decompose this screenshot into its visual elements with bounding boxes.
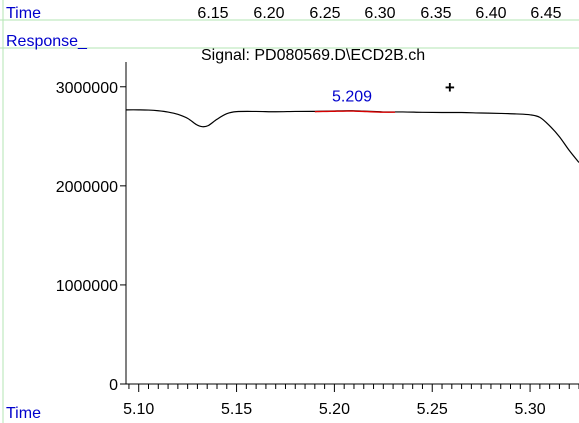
x-tick-label: 5.30 xyxy=(515,401,546,418)
peak-retention-time-label: 5.209 xyxy=(332,89,372,106)
top-time-axis-label: Time xyxy=(6,5,41,22)
x-tick-label: 5.15 xyxy=(221,401,252,418)
y-tick-label: 1000000 xyxy=(56,278,118,295)
top-tick-label: 6.40 xyxy=(475,5,506,22)
top-tick-label: 6.45 xyxy=(530,5,561,22)
y-tick-label: 0 xyxy=(109,377,118,394)
top-tick-label: 6.25 xyxy=(309,5,340,22)
top-tick-label: 6.35 xyxy=(420,5,451,22)
response-axis-label: Response_ xyxy=(6,33,88,50)
y-tick-label: 3000000 xyxy=(56,80,118,97)
x-tick-label: 5.25 xyxy=(417,401,448,418)
x-tick-label: 5.20 xyxy=(319,401,350,418)
bottom-time-axis-label: Time xyxy=(6,405,41,422)
x-axis-ticks: 5.10 5.15 5.20 5.25 5.30 xyxy=(123,384,579,418)
x-tick-label: 5.10 xyxy=(123,401,154,418)
top-tick-label: 6.30 xyxy=(364,5,395,22)
signal-title: Signal: PD080569.D\ECD2B.ch xyxy=(201,47,425,64)
signal-trace xyxy=(125,109,579,163)
y-tick-label: 2000000 xyxy=(56,179,118,196)
integrated-peak-segment xyxy=(314,110,396,113)
top-time-axis-ticks: 6.15 6.20 6.25 6.30 6.35 6.40 6.45 xyxy=(197,5,561,22)
y-axis-ticks: 0 1000000 2000000 3000000 xyxy=(56,80,126,394)
cursor-crosshair: + xyxy=(445,78,455,97)
top-tick-label: 6.20 xyxy=(253,5,284,22)
top-tick-label: 6.15 xyxy=(197,5,228,22)
